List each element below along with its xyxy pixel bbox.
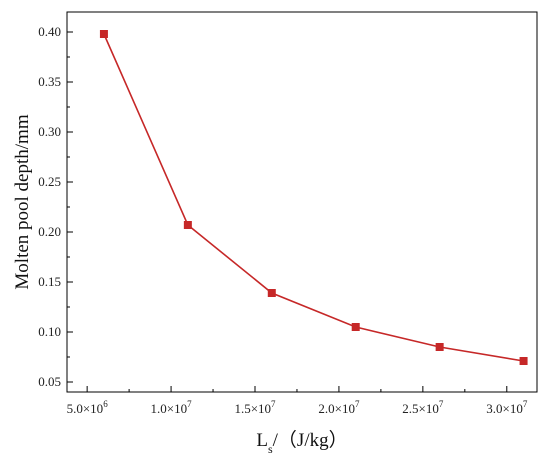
x-tick-label: 2.5×107 <box>402 399 444 416</box>
x-axis-title: Ls/（J/kg） <box>256 429 347 456</box>
y-tick-label: 0.10 <box>38 324 61 339</box>
data-point-marker <box>351 323 360 331</box>
plot-frame <box>66 11 538 393</box>
x-tick-label: 2.0×107 <box>318 399 360 416</box>
x-tick-exponent: 7 <box>187 399 192 409</box>
y-tick-label: 0.20 <box>38 224 61 239</box>
x-tick-label: 1.0×107 <box>151 399 193 416</box>
y-axis-title: Molten pool depth/mm <box>12 114 33 289</box>
x-tick-exponent: 7 <box>271 399 276 409</box>
x-tick-exponent: 7 <box>523 399 528 409</box>
x-tick-mantissa: 3.0×10 <box>486 401 523 416</box>
x-tick-mantissa: 1.5×10 <box>234 401 271 416</box>
data-point-marker <box>99 30 108 38</box>
y-tick-label: 0.30 <box>38 124 61 139</box>
y-tick-label: 0.15 <box>38 274 61 289</box>
data-point-marker <box>435 343 444 351</box>
y-tick-label: 0.25 <box>38 174 61 189</box>
x-tick-label: 3.0×107 <box>486 399 528 416</box>
data-point-marker <box>267 289 276 297</box>
x-tick-mantissa: 2.0×10 <box>318 401 355 416</box>
y-tick-label: 0.05 <box>38 374 61 389</box>
axis-ticks: 0.05 0.10 0.15 0.20 0.25 0.30 0.35 0.40 5.0×106 1… <box>38 24 528 416</box>
x-tick-exponent: 7 <box>355 399 360 409</box>
data-point-marker <box>183 221 192 229</box>
x-tick-exponent: 7 <box>439 399 444 409</box>
x-tick-label: 1.5×107 <box>234 399 276 416</box>
x-tick-mantissa: 5.0×10 <box>67 401 104 416</box>
y-tick-label: 0.35 <box>38 74 61 89</box>
y-tick-label: 0.40 <box>38 24 61 39</box>
data-point-marker <box>519 357 528 365</box>
x-tick-label: 5.0×106 <box>67 399 109 416</box>
x-tick-mantissa: 2.5×10 <box>402 401 439 416</box>
series-line <box>103 33 524 362</box>
series-layer <box>99 30 528 365</box>
x-tick-mantissa: 1.0×10 <box>151 401 188 416</box>
x-tick-exponent: 6 <box>103 399 108 409</box>
